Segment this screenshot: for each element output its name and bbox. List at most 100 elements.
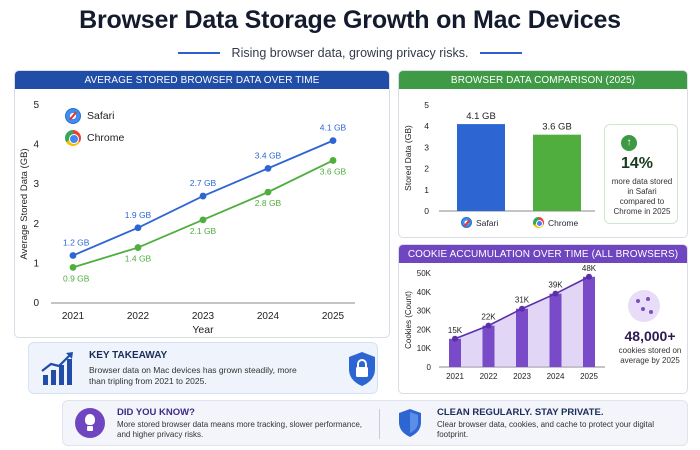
y-tick-label: 0 [424,206,429,216]
bar-chrome [533,134,581,211]
x-tick-label: 2025 [322,311,345,322]
data-point-safari [264,164,272,172]
data-label-chrome: 2.1 GB [190,226,217,236]
safari-difference-card: ↑ 14% more data stored in Safari compare… [604,124,678,224]
safari-icon [65,108,81,124]
subtitle-row: Rising browser data, growing privacy ris… [0,44,700,62]
x-tick-label: 2024 [257,311,280,322]
cookie-data-point [586,273,592,280]
y-tick-label: 5 [424,100,429,110]
cookie-data-point [552,290,559,297]
bar-chart-svg: 0 1 2 3 4 5 Stored Data (GB) 4.1 GB 3.6 GB [403,100,595,216]
bar-value-label: 3.6 GB [542,122,572,133]
bar-label-safari-wrap: Safari [461,217,498,228]
y-tick-label: 3 [424,142,429,152]
data-point-safari [134,224,142,232]
subtitle: Rising browser data, growing privacy ris… [231,46,469,60]
y-tick-label: 50K [417,269,432,278]
clean-text: Clear browser data, cookies, and cache t… [437,420,655,439]
data-point-chrome [199,216,207,224]
y-tick-label: 30K [417,307,432,316]
data-label-safari: 1.9 GB [125,210,152,220]
cookie-data-label: 39K [548,281,563,290]
did-you-know-title: DID YOU KNOW? [117,407,195,418]
data-label-safari: 1.2 GB [63,237,90,247]
x-tick-label: 2025 [580,372,598,381]
bar-category-safari: Safari [476,217,499,228]
lock-icon [349,352,375,386]
chrome-icon [533,217,544,228]
subtitle-right-rule [480,52,523,54]
y-axis-label: Cookies (Count) [404,291,413,349]
data-point-chrome [329,157,337,164]
y-tick-label: 4 [424,121,429,131]
data-label-chrome: 3.6 GB [320,166,347,176]
y-tick-label: 0 [427,363,432,372]
cookie-data-label: 31K [515,296,530,305]
bar-chart-title: BROWSER DATA COMPARISON (2025) [399,71,687,89]
cookie-chart-svg: 0 10K 20K 30K 40K 50K Cookies (Count) 15K 2021 22… [404,264,605,381]
y-tick-label: 2 [33,219,39,230]
y-tick-label: 0 [33,298,39,309]
x-tick-label: 2021 [62,311,85,322]
cookie-data-point [519,305,525,312]
data-label-chrome: 1.4 GB [125,254,152,264]
did-you-know-text: More stored browser data means more trac… [117,420,362,439]
clean-title: CLEAN REGULARLY. STAY PRIVATE. [437,407,604,418]
legend-label-chrome: Chrome [87,132,125,144]
cookie-chart-title: COOKIE ACCUMULATION OVER TIME (ALL BROWS… [399,245,687,263]
line-chart-title: AVERAGE STORED BROWSER DATA OVER TIME [15,71,389,89]
cookie-stat-text: cookies stored on average by 2025 [618,346,682,365]
subtitle-left-rule [177,52,220,54]
y-tick-label: 4 [33,140,39,151]
cookie-bar [482,325,495,367]
bar-safari [457,124,505,211]
y-tick-label: 1 [33,258,39,269]
data-point-chrome [134,244,142,251]
x-tick-label: 2022 [127,311,150,322]
data-label-chrome: 2.8 GB [255,198,282,208]
legend-label-safari: Safari [87,110,115,122]
bar-category-chrome: Chrome [548,217,579,228]
data-point-chrome [69,263,77,271]
x-tick-label: 2024 [547,372,565,381]
footer-divider [379,409,380,439]
stat-value: 14% [621,155,654,172]
cookie-stat-card: 48,000+ cookies stored on average by 202… [614,290,686,386]
x-tick-label: 2023 [513,372,531,381]
y-axis-label: Average Stored Data (GB) [19,148,30,259]
legend-item-safari: Safari [65,105,124,127]
line-chart-svg: 0 1 2 3 4 5 2021 2022 2023 2024 2025 Year Average St… [19,100,355,336]
data-label-safari: 4.1 GB [320,123,347,133]
x-tick-label: 2023 [192,311,215,322]
footer-bar: DID YOU KNOW? More stored browser data m… [62,400,688,446]
cookie-bar [516,308,528,367]
y-tick-label: 5 [33,100,39,111]
data-point-safari [69,252,77,259]
cookie-data-point [485,322,492,329]
takeaway-title: KEY TAKEAWAY [89,350,168,361]
stat-text: more data stored in Safari compared to C… [611,177,673,216]
y-tick-label: 1 [424,185,429,195]
cookie-bar [583,276,595,367]
y-tick-label: 2 [424,164,429,174]
cookie-data-label: 22K [481,313,496,322]
data-point-safari [199,192,207,200]
x-tick-label: 2021 [446,372,464,381]
line-chart-legend: Safari Chrome [65,105,124,149]
page-title: Browser Data Storage Growth on Mac Devic… [79,6,621,34]
x-tick-label: 2022 [480,372,498,381]
cookie-icon [628,290,660,322]
key-takeaway-card: KEY TAKEAWAY Browser data on Mac devices… [28,342,378,394]
data-label-safari: 2.7 GB [190,178,217,188]
data-label-chrome: 0.9 GB [63,273,90,283]
y-axis-label: Stored Data (GB) [403,125,413,191]
series-line-chrome [72,159,334,269]
cookie-chart-panel: COOKIE ACCUMULATION OVER TIME (ALL BROWS… [398,244,688,394]
legend-item-chrome: Chrome [65,127,124,149]
y-tick-label: 10K [417,344,432,353]
y-tick-label: 20K [417,325,432,334]
cookie-bar [549,293,562,367]
cookie-stat-value: 48,000+ [624,328,676,344]
shield-icon [399,409,421,437]
